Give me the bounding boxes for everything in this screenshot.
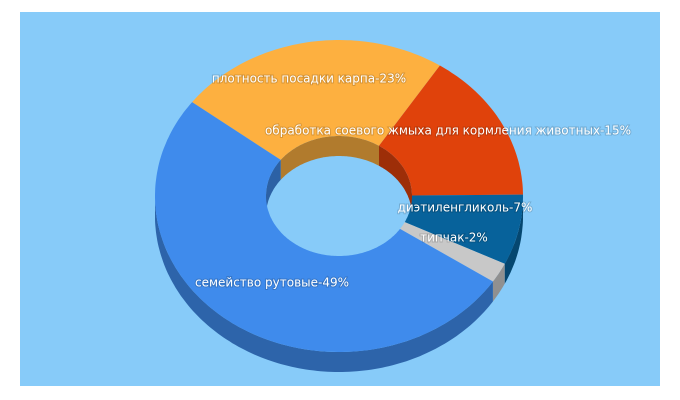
wedge: [155, 102, 493, 352]
wedge: [379, 65, 523, 196]
data-label: плотность посадки карпа-23%: [212, 72, 406, 86]
data-label: диэтиленгликоль-7%: [398, 201, 533, 215]
wedge: [400, 222, 505, 282]
wedge: [404, 194, 523, 264]
outer-wall: [492, 263, 505, 302]
inner-wall: [280, 136, 379, 180]
data-label: типчак-2%: [420, 231, 488, 245]
outer-wall: [155, 196, 493, 372]
outer-wall: [504, 196, 523, 284]
wedge: [192, 40, 440, 160]
inner-wall: [266, 159, 281, 216]
data-label: семейство рутовые-49%: [195, 276, 349, 290]
data-label: обработка соевого жмыха для кормления жи…: [265, 124, 631, 138]
inner-wall: [379, 145, 412, 216]
